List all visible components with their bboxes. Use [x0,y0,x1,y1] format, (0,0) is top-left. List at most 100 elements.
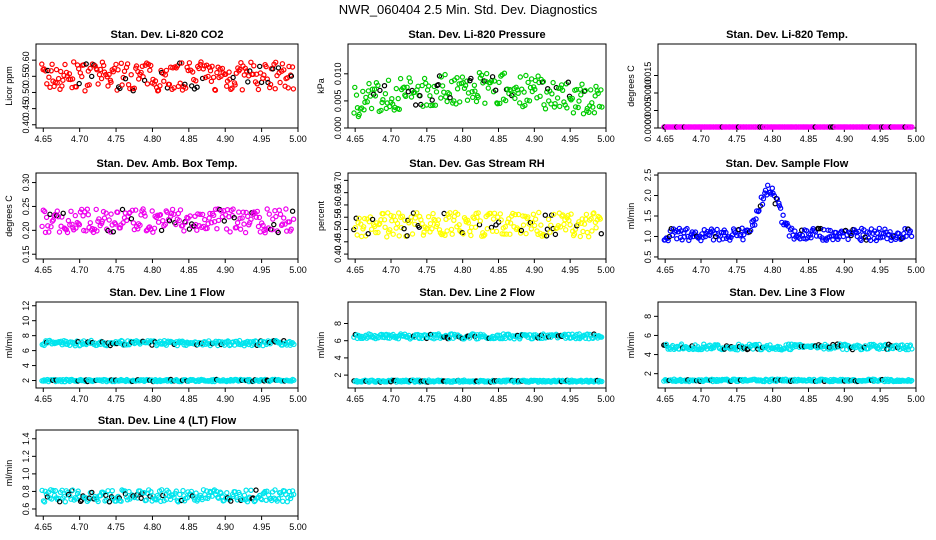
data-point [253,487,259,493]
data-point [774,343,781,350]
data-point [169,206,176,213]
data-point [380,332,386,338]
data-point [181,228,187,234]
data-point [254,208,260,215]
data-point [569,95,576,102]
data-point [275,65,282,71]
data-point [439,83,446,89]
data-point [179,60,185,66]
data-point [438,95,444,101]
y-tick-label: 0.30 [21,174,31,192]
x-tick-label: 5.00 [907,265,925,275]
data-point [243,487,249,493]
data-point [119,206,126,213]
data-point [149,208,155,214]
data-point [461,85,468,92]
data-point [501,70,508,76]
data-point [532,86,538,93]
data-point [279,61,286,67]
data-point [176,491,183,498]
data-point [244,213,251,220]
data-point [436,227,443,233]
data-point [454,74,460,81]
data-point [277,211,284,218]
data-point [284,342,290,348]
data-point [44,81,50,87]
data-point [272,85,278,92]
data-point [353,92,360,98]
data-point [578,92,584,98]
data-point [235,209,242,215]
data-point [396,210,402,216]
data-point [115,67,121,73]
x-tick-label: 4.85 [800,134,818,144]
data-point [384,234,390,240]
data-point [557,103,563,110]
data-point [858,237,864,244]
data-point [209,63,215,70]
data-point [444,98,450,105]
data-point [42,488,48,494]
data-point [253,214,259,220]
data-point [237,66,243,73]
x-tick-label: 5.00 [597,394,615,404]
data-point [114,209,121,215]
x-tick-label: 4.75 [728,265,746,275]
data-point [441,89,447,95]
data-point [408,94,415,100]
data-point [42,229,49,236]
data-point [290,216,297,222]
data-point [126,488,132,495]
y-tick-label: 0.0010 [643,79,653,107]
point-group [39,59,297,94]
x-tick-label: 4.95 [253,134,271,144]
data-point [738,231,744,238]
data-point [351,110,357,116]
data-point [43,214,50,221]
data-point [277,79,283,86]
data-point [73,225,79,231]
data-point [579,81,585,87]
data-point [258,495,264,502]
data-point [255,223,262,230]
data-point [518,227,525,234]
data-point [106,71,112,78]
x-tick-label: 4.90 [526,394,544,404]
data-point [489,74,496,80]
plot-frame [347,43,607,129]
y-tick-label: 1.5 [643,210,653,223]
data-point [570,110,577,116]
data-point [237,215,243,222]
data-point [142,213,148,219]
data-point [502,223,508,230]
data-point [588,87,594,93]
x-tick-label: 4.85 [490,134,508,144]
data-point [557,224,564,230]
data-point [576,98,582,104]
data-point [266,211,272,217]
data-point [147,67,153,73]
data-point [382,90,389,97]
x-tick-label: 5.00 [597,265,615,275]
data-point [228,86,234,93]
data-point [85,211,92,218]
data-point [515,90,521,97]
data-point [204,225,210,232]
data-point [143,497,149,503]
data-point [248,59,254,66]
data-point [825,227,831,233]
data-point [544,89,550,95]
chart-line2: Stan. Dev. Line 2 Flow 4.65 4.70 4.75 4.80 4.… [316,287,615,404]
data-point [364,99,370,105]
x-tick-label: 4.85 [800,394,818,404]
data-point [59,83,65,89]
data-point [132,207,139,213]
chart-temp: Stan. Dev. Li-820 Temp. 4.65 4.70 4.75 4.80 4… [626,29,925,144]
data-point [162,492,168,498]
data-point [242,229,249,236]
data-point [215,217,222,224]
data-point [221,218,227,224]
data-point [191,497,198,503]
data-point [57,499,63,505]
y-tick-label: 0.0015 [643,62,653,90]
